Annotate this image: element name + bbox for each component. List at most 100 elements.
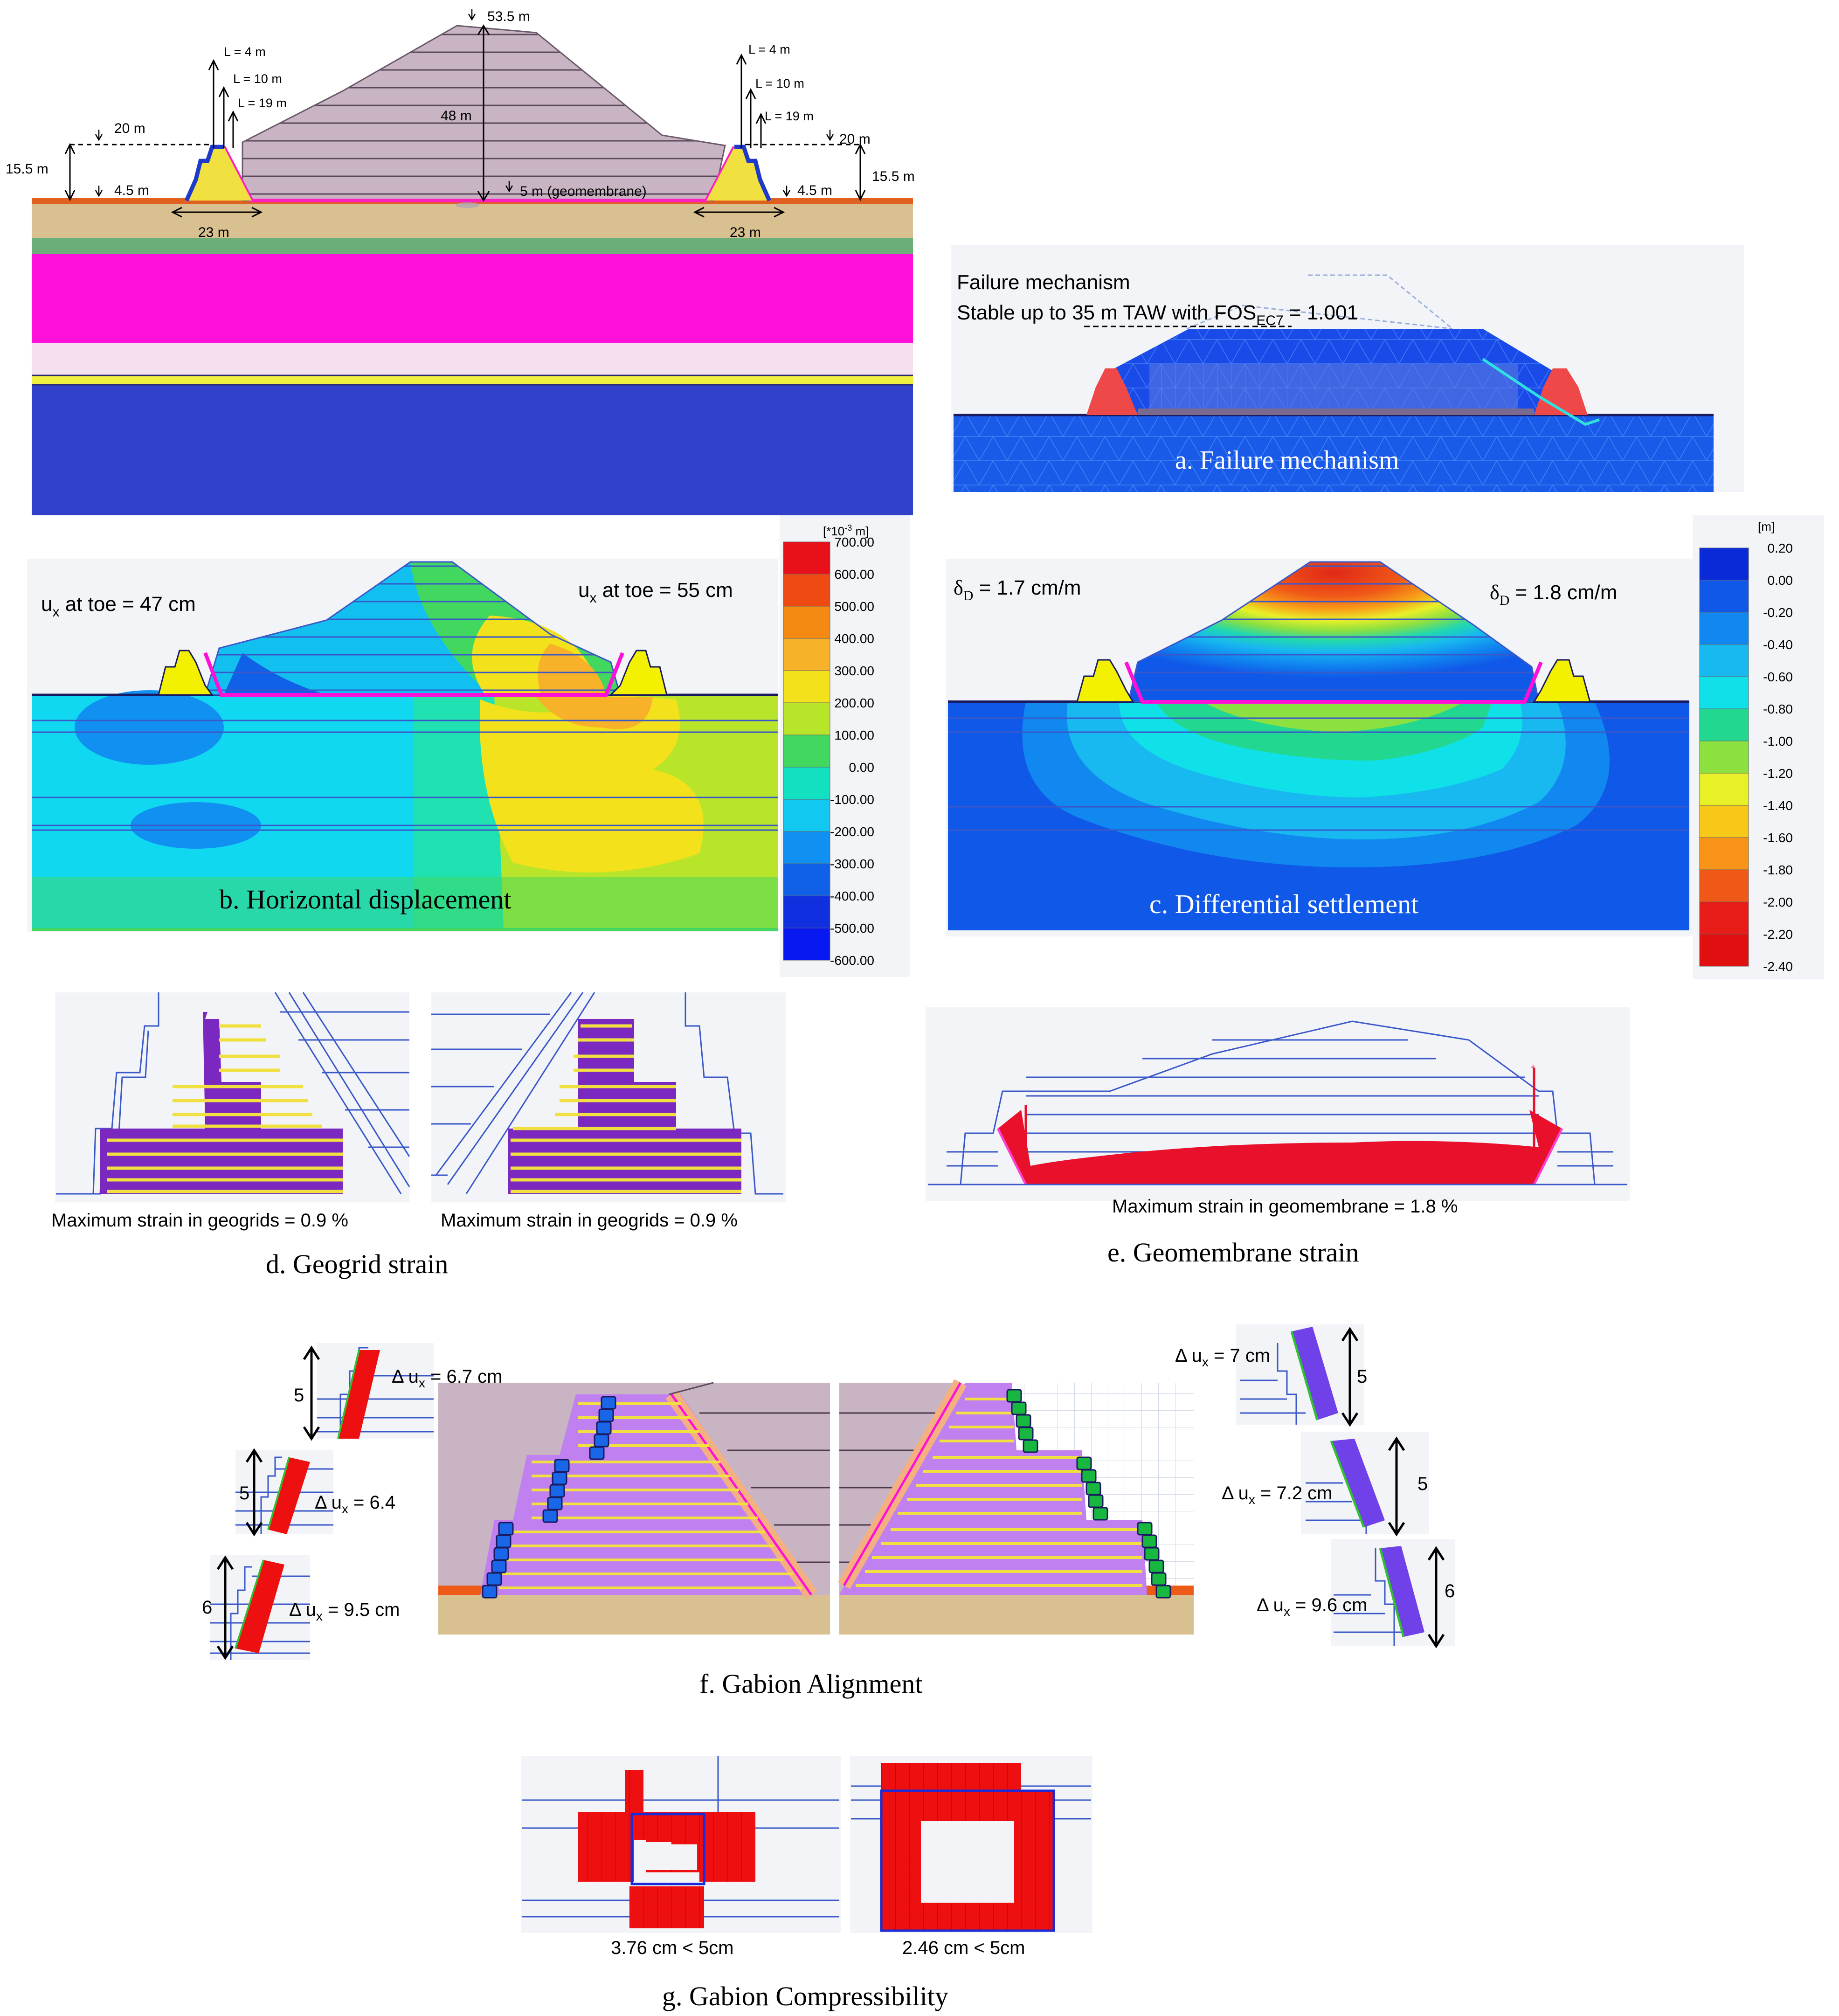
- legend-b-swatch-7: [783, 767, 830, 800]
- legend-b-swatch-10: [783, 863, 830, 896]
- left-l19: L = 19 m: [238, 96, 287, 110]
- legend-c-swatch-5: [1699, 708, 1749, 741]
- inset-left-mid-dim: 5: [239, 1483, 249, 1503]
- legend-b-tick-0: 700.00: [834, 535, 874, 549]
- legend-b-swatch-9: [783, 831, 830, 864]
- legend-b-tick-1: 600.00: [834, 567, 874, 582]
- gabions-right-block-8: [1088, 1494, 1104, 1508]
- legend-c-swatch-11: [1699, 901, 1749, 935]
- inset-left-top-dim: 5: [294, 1385, 304, 1406]
- panel-b-left-value: at toe = 47 cm: [59, 593, 195, 616]
- legend-differential-settlement: [m] 0.20 0.00 -0.20 -0.40 -0.60 -0.80 -1.00 -1.…: [1693, 515, 1824, 979]
- legend-c-tick-5: -0.80: [1763, 702, 1793, 716]
- legend-b-swatch-12: [783, 928, 830, 961]
- legend-b-tick-4: 300.00: [834, 664, 874, 678]
- svg-text:Δ ux = 7 cm: Δ ux = 7 cm: [1175, 1345, 1270, 1369]
- legend-c-tick-2: -0.20: [1763, 605, 1793, 620]
- panel-g-left-note: 3.76 cm < 5cm: [611, 1938, 733, 1958]
- legend-b-unit-exp: -3: [844, 523, 852, 533]
- inset-left-top-value: = 6.7 cm: [425, 1366, 503, 1387]
- soil-layer-tan: [32, 203, 913, 238]
- inset-left-bot-dim: 6: [202, 1597, 212, 1618]
- panel-g-caption: g. Gabion Compressibility: [662, 1981, 948, 2011]
- inset-left-mid-label: Δ u: [315, 1492, 342, 1513]
- panel-g-right-note: 2.46 cm < 5cm: [902, 1938, 1025, 1958]
- gabions-left-block-9: [542, 1509, 558, 1523]
- gabion-left-outline: [630, 1813, 705, 1885]
- panel-b-right-sub: x: [589, 590, 596, 606]
- right-w23: 23 m: [730, 225, 761, 240]
- left-el20: 20 m: [114, 121, 145, 136]
- panel-b-right-value: at toe = 55 cm: [596, 579, 733, 602]
- gabions-right-block-11: [1141, 1534, 1157, 1548]
- legend-c-tick-7: -1.20: [1763, 766, 1793, 781]
- left-l4: L = 4 m: [224, 45, 266, 59]
- panel-b-right-label: u: [578, 579, 589, 602]
- gabions-left-block-1: [598, 1408, 614, 1422]
- right-gabion-failure: [1534, 368, 1588, 415]
- gabions-left-block-4: [589, 1446, 605, 1460]
- legend-c-tick-9: -1.60: [1763, 831, 1793, 845]
- panel-d-right-note: Maximum strain in geogrids = 0.9 %: [441, 1210, 738, 1231]
- inset-right-top-dim: 5: [1357, 1366, 1367, 1387]
- svg-text:[*10-3 m]: [*10-3 m]: [823, 523, 869, 538]
- legend-c-swatch-4: [1699, 676, 1749, 709]
- panel-c-differential-settlement: δD = 1.7 cm/m δD = 1.8 cm/m c. Different…: [946, 559, 1696, 936]
- legend-c-tick-12: -2.20: [1763, 927, 1793, 942]
- svg-text:ux at toe = 55 cm: ux at toe = 55 cm: [578, 579, 733, 606]
- left-gabion-fill: [187, 147, 252, 201]
- panel-c-right-value: = 1.8 cm/m: [1509, 581, 1617, 604]
- gabions-right-block-2: [1016, 1414, 1031, 1428]
- legend-b-tick-9: -200.00: [830, 824, 874, 839]
- inset-left-mid-gabion: [268, 1457, 310, 1534]
- panel-c-left-label: δ: [954, 576, 963, 599]
- left-w23: 23 m: [198, 225, 229, 240]
- panel-a-caption: a. Failure mechanism: [1175, 446, 1399, 475]
- inset-left-top-sub: x: [419, 1376, 425, 1390]
- svg-text:ux at toe = 47 cm: ux at toe = 47 cm: [41, 593, 196, 620]
- inset-left-bot-value: = 9.5 cm: [323, 1600, 400, 1620]
- svg-text:Δ ux = 6.4: Δ ux = 6.4: [315, 1492, 395, 1516]
- panel-c-right-sub: D: [1500, 593, 1510, 608]
- svg-text:δD = 1.7 cm/m: δD = 1.7 cm/m: [954, 576, 1081, 603]
- gabions-left-block-0: [601, 1396, 616, 1410]
- gabion-column-right: [1006, 1389, 1171, 1599]
- gabions-right-block-15: [1155, 1585, 1171, 1599]
- left-gabion-failure: [1086, 368, 1138, 415]
- panel-a-line2: Stable up to 35 m TAW with FOS: [957, 301, 1256, 324]
- panel-c-left-value: = 1.7 cm/m: [973, 576, 1081, 599]
- gabions-left-block-13: [491, 1559, 507, 1573]
- legend-b-tick-5: 200.00: [834, 696, 874, 710]
- legend-c-tick-13: -2.40: [1763, 959, 1793, 974]
- panel-a-line1: Failure mechanism: [957, 271, 1130, 294]
- legend-c-tick-11: -2.00: [1763, 895, 1793, 909]
- inset-right-mid: [1301, 1432, 1429, 1534]
- legend-b-unit-tail: m]: [852, 524, 869, 538]
- right-gabion-face: [734, 145, 772, 201]
- panel-e-caption: e. Geomembrane strain: [1107, 1237, 1359, 1268]
- inset-left-bot-label: Δ u: [289, 1600, 316, 1620]
- legend-b-swatch-5: [783, 702, 830, 735]
- panel-b-caption: b. Horizontal displacement: [219, 884, 512, 914]
- gabions-left-block-2: [596, 1421, 612, 1435]
- right-el20: 20 m: [839, 132, 871, 147]
- dimension-lines: [64, 24, 866, 218]
- gabions-left-block-3: [594, 1434, 609, 1448]
- gabions-left-block-5: [554, 1459, 570, 1473]
- legend-b-swatch-6: [783, 734, 830, 768]
- inset-left-bot: [210, 1555, 310, 1660]
- gabions-left-block-10: [498, 1522, 514, 1536]
- legend-c-swatch-2: [1699, 612, 1749, 645]
- gabions-left-block-7: [549, 1484, 565, 1498]
- right-l10: L = 10 m: [755, 76, 804, 90]
- inset-left-bot-sub: x: [316, 1609, 323, 1623]
- svg-text:Δ ux = 9.6 cm: Δ ux = 9.6 cm: [1257, 1595, 1368, 1619]
- legend-b-swatch-11: [783, 895, 830, 928]
- legend-c-tick-4: -0.60: [1763, 670, 1793, 684]
- left-l10: L = 10 m: [233, 72, 282, 86]
- inset-right-top-value: = 7 cm: [1209, 1345, 1270, 1366]
- legend-c-swatch-9: [1699, 837, 1749, 870]
- inset-left-top-gabion: [338, 1350, 380, 1439]
- legend-c-swatch-10: [1699, 869, 1749, 902]
- legend-b-tick-7: 0.00: [849, 760, 875, 775]
